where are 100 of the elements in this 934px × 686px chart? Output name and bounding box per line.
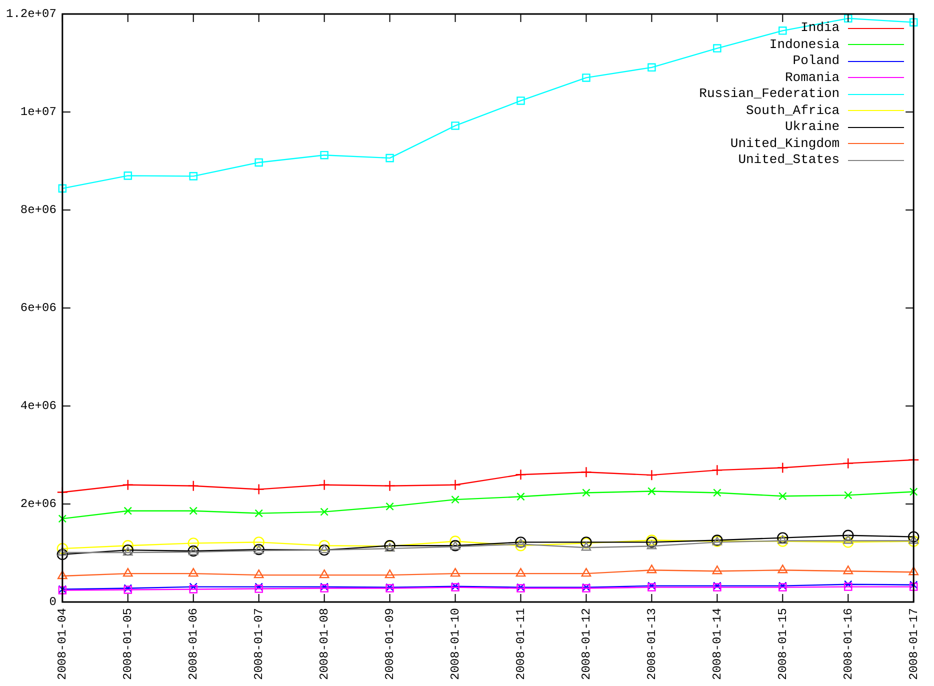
point bbox=[56, 548, 68, 560]
point bbox=[844, 582, 852, 591]
point bbox=[778, 535, 788, 544]
point bbox=[778, 26, 787, 35]
point bbox=[318, 544, 330, 556]
point bbox=[124, 506, 132, 515]
point bbox=[57, 570, 68, 580]
x-tick-label: 2008-01-17 bbox=[906, 608, 921, 680]
point bbox=[122, 568, 133, 577]
point bbox=[908, 531, 920, 542]
point bbox=[516, 96, 525, 105]
point bbox=[908, 536, 920, 547]
point bbox=[188, 480, 199, 492]
y-tick-label: 1e+07 bbox=[20, 105, 56, 120]
point bbox=[56, 542, 68, 554]
point bbox=[124, 172, 132, 180]
point bbox=[516, 492, 525, 501]
x-tick-label: 2008-01-11 bbox=[514, 608, 528, 680]
y-tick-label: 4e+06 bbox=[20, 399, 56, 414]
point bbox=[777, 536, 788, 547]
point bbox=[580, 466, 592, 478]
legend-label: United_Kingdom bbox=[730, 136, 840, 152]
legend-label: Poland bbox=[792, 53, 840, 70]
x-tick-label: 2008-01-09 bbox=[382, 608, 397, 680]
point bbox=[450, 536, 461, 547]
point bbox=[777, 462, 788, 474]
point bbox=[582, 74, 590, 82]
y-tick-label: 0 bbox=[49, 595, 56, 610]
x-tick-label: 2008-01-13 bbox=[644, 608, 659, 680]
x-tick-label: 2008-01-10 bbox=[448, 608, 462, 680]
point bbox=[189, 172, 198, 180]
point bbox=[713, 44, 722, 52]
point bbox=[646, 540, 657, 550]
point bbox=[320, 150, 328, 160]
x-tick-label: 2008-01-16 bbox=[841, 608, 856, 680]
point bbox=[189, 506, 198, 515]
point bbox=[189, 582, 198, 591]
point bbox=[188, 568, 198, 577]
point bbox=[254, 569, 264, 578]
point bbox=[515, 468, 526, 480]
point bbox=[844, 580, 852, 588]
point bbox=[122, 546, 133, 556]
point bbox=[778, 564, 788, 574]
point bbox=[122, 479, 134, 490]
point bbox=[648, 63, 656, 72]
point bbox=[909, 18, 918, 26]
point bbox=[58, 184, 67, 193]
point bbox=[908, 566, 919, 576]
point bbox=[648, 487, 656, 496]
point bbox=[384, 569, 395, 578]
y-tick-label: 6e+06 bbox=[20, 301, 56, 316]
point bbox=[318, 479, 330, 490]
point bbox=[384, 480, 396, 492]
x-tick-label: 2008-01-08 bbox=[317, 608, 332, 680]
x-tick-label: 2008-01-04 bbox=[56, 608, 70, 680]
point bbox=[254, 509, 263, 518]
point bbox=[908, 535, 919, 544]
point bbox=[582, 488, 590, 497]
point bbox=[844, 14, 852, 23]
legend-label: Romania bbox=[785, 70, 840, 86]
point bbox=[844, 491, 852, 500]
point bbox=[253, 536, 264, 548]
point bbox=[450, 568, 460, 577]
point bbox=[515, 540, 526, 552]
y-tick-label: 2e+06 bbox=[20, 497, 56, 512]
point bbox=[57, 546, 68, 556]
point bbox=[188, 538, 199, 549]
point bbox=[842, 530, 854, 541]
y-tick-label: 8e+06 bbox=[20, 203, 56, 218]
point bbox=[319, 569, 330, 578]
point bbox=[843, 535, 854, 544]
x-tick-label: 2008-01-15 bbox=[776, 608, 790, 680]
point bbox=[778, 492, 787, 500]
legend-label: Ukraine bbox=[785, 119, 840, 136]
point bbox=[581, 542, 592, 551]
point bbox=[777, 532, 788, 544]
point bbox=[450, 479, 461, 490]
legend-label: India bbox=[800, 20, 840, 36]
legend-label: Russian_Federation bbox=[699, 86, 840, 102]
point bbox=[58, 514, 67, 523]
point bbox=[451, 122, 460, 130]
x-tick-label: 2008-01-14 bbox=[710, 608, 724, 680]
x-tick-label: 2008-01-06 bbox=[186, 608, 201, 680]
point bbox=[319, 544, 330, 554]
point bbox=[320, 508, 328, 516]
point bbox=[909, 488, 918, 496]
point bbox=[843, 566, 854, 574]
point bbox=[122, 540, 134, 552]
point bbox=[581, 568, 592, 577]
point bbox=[842, 458, 854, 469]
point bbox=[451, 495, 460, 504]
x-tick-label: 2008-01-07 bbox=[252, 608, 266, 680]
legend-label: United_States bbox=[738, 152, 840, 168]
point bbox=[713, 488, 722, 497]
point bbox=[842, 536, 854, 548]
legend-label: South_Africa bbox=[746, 102, 840, 119]
point bbox=[516, 568, 526, 577]
point bbox=[646, 469, 658, 481]
point bbox=[253, 484, 264, 495]
y-tick-label: 1.2e+07 bbox=[6, 7, 56, 22]
